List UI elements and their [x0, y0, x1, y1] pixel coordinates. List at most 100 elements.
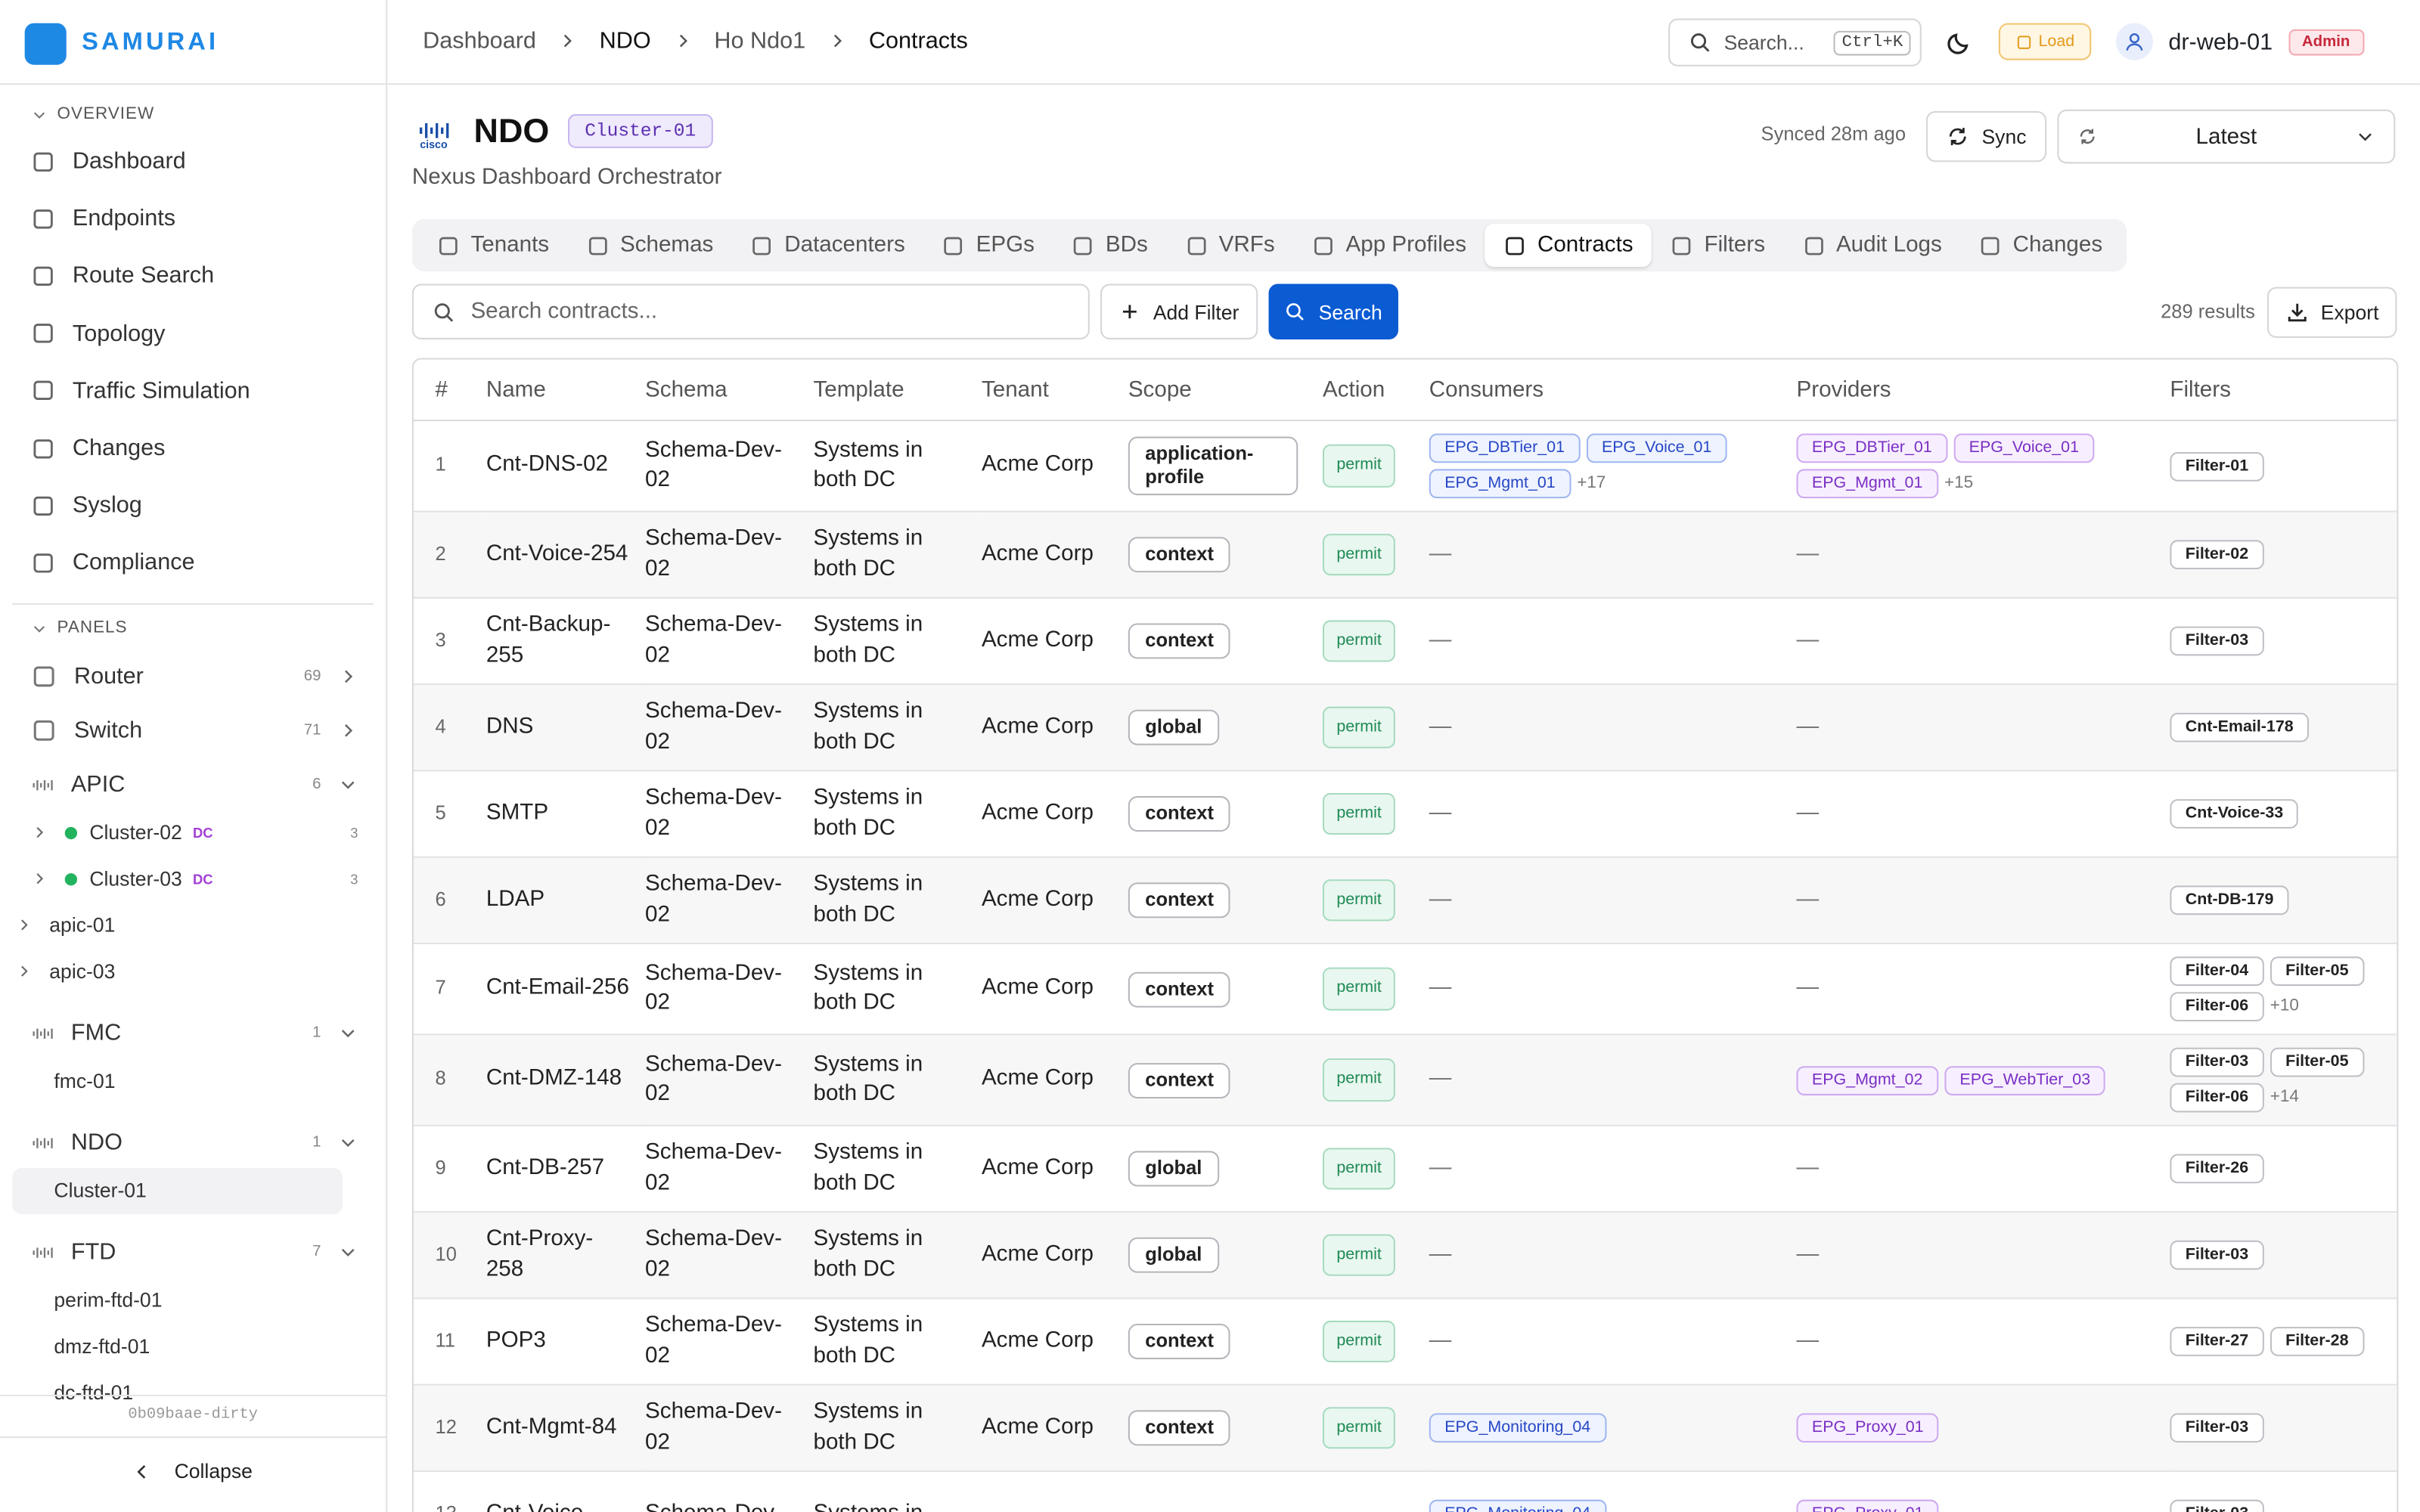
panel-item[interactable]: FTD 7: [31, 1223, 358, 1281]
filter-chip[interactable]: Filter-03: [2170, 1499, 2264, 1512]
filter-chip[interactable]: Filter-03: [2170, 626, 2264, 656]
table-row[interactable]: 9 Cnt-DB-257 Schema-Dev-02 Systems in both …: [413, 1125, 2397, 1213]
table-row[interactable]: 7 Cnt-Email-256 Schema-Dev-02 Systems in bo…: [413, 943, 2397, 1036]
provider-chip[interactable]: EPG_Mgmt_01: [1796, 469, 1938, 499]
breadcrumb-item[interactable]: NDO: [599, 27, 651, 54]
export-button[interactable]: Export: [2266, 287, 2397, 338]
global-search[interactable]: Search... Ctrl+K: [1668, 18, 1922, 67]
version-select[interactable]: Latest: [2057, 109, 2396, 164]
panel-child[interactable]: Cluster-03 DC 3: [31, 857, 358, 902]
consumer-chip[interactable]: EPG_Mgmt_01: [1429, 469, 1571, 499]
table-row[interactable]: 13 Cnt-Voice- Schema-Dev- Systems in EPG_Mon…: [413, 1470, 2397, 1512]
panel-item[interactable]: APIC 6: [31, 756, 358, 813]
search-button[interactable]: Search: [1268, 284, 1398, 339]
tab[interactable]: VRFs: [1166, 224, 1293, 267]
tab[interactable]: App Profiles: [1293, 224, 1485, 267]
tab[interactable]: Filters: [1652, 224, 1783, 267]
user-menu[interactable]: dr-web-01 Admin: [2115, 23, 2364, 60]
filter-chip[interactable]: Cnt-Email-178: [2170, 712, 2310, 742]
table-row[interactable]: 10 Cnt-Proxy-258 Schema-Dev-02 Systems in b…: [413, 1212, 2397, 1300]
provider-chip[interactable]: EPG_Mgmt_02: [1796, 1065, 1938, 1095]
filter-chip[interactable]: Cnt-DB-179: [2170, 885, 2289, 916]
filter-chip[interactable]: Cnt-Voice-33: [2170, 799, 2299, 829]
nav-item[interactable]: Dashboard: [31, 133, 186, 191]
filter-chip[interactable]: Filter-03: [2170, 1240, 2264, 1270]
panel-child[interactable]: perim-ftd-01: [12, 1278, 343, 1323]
table-row[interactable]: 6 LDAP Schema-Dev-02 Systems in both DC Acme…: [413, 857, 2397, 944]
filter-chip[interactable]: Filter-06: [2170, 992, 2264, 1022]
consumer-chip[interactable]: EPG_DBTier_01: [1429, 433, 1581, 463]
cell-template: Systems in both DC: [813, 1212, 982, 1300]
filter-chip[interactable]: Filter-03: [2170, 1047, 2264, 1077]
tab[interactable]: Audit Logs: [1784, 224, 1961, 267]
panel-child[interactable]: apic-03: [15, 949, 358, 994]
tab[interactable]: Tenants: [418, 224, 568, 267]
tab[interactable]: Contracts: [1485, 223, 1652, 268]
add-filter[interactable]: Add Filter: [1100, 284, 1258, 339]
tab[interactable]: BDs: [1053, 224, 1166, 267]
icon: [33, 720, 54, 741]
filter-chip[interactable]: Filter-27: [2170, 1327, 2264, 1356]
filter-chip[interactable]: Filter-28: [2270, 1327, 2364, 1356]
panel-child[interactable]: Cluster-02 DC 3: [31, 810, 358, 855]
load-button[interactable]: Load: [1998, 23, 2092, 60]
consumer-chip[interactable]: EPG_Monitoring_04: [1429, 1413, 1606, 1443]
filter-chip[interactable]: Filter-03: [2170, 1413, 2264, 1443]
panel-child[interactable]: dmz-ftd-01: [12, 1324, 343, 1369]
nav-item[interactable]: Traffic Simulation: [31, 362, 250, 420]
collapse-button[interactable]: Collapse: [131, 1460, 253, 1483]
nav-item[interactable]: Endpoints: [31, 190, 175, 247]
template: Systems in both DC: [813, 1226, 923, 1281]
nav-item[interactable]: Topology: [31, 305, 165, 362]
search-placeholder: Search contracts...: [470, 299, 658, 324]
tab[interactable]: Schemas: [568, 224, 732, 267]
breadcrumb-item[interactable]: Ho Ndo1: [714, 27, 806, 54]
filter-chip[interactable]: Filter-02: [2170, 540, 2264, 570]
panel-item[interactable]: FMC 1: [31, 1005, 358, 1062]
nav-item[interactable]: Changes: [31, 420, 165, 477]
panel-child[interactable]: fmc-01: [12, 1058, 343, 1104]
table-row[interactable]: 11 POP3 Schema-Dev-02 Systems in both DC Acm…: [413, 1298, 2397, 1386]
provider-chip[interactable]: EPG_Proxy_01: [1796, 1499, 1940, 1512]
table-row[interactable]: 2 Cnt-Voice-254 Schema-Dev-02 Systems in bo…: [413, 511, 2397, 599]
contract-search[interactable]: Search contracts...: [411, 284, 1090, 339]
panel-item[interactable]: Switch 71: [31, 702, 358, 760]
provider-chip[interactable]: EPG_DBTier_01: [1796, 433, 1948, 463]
consumer-chip[interactable]: EPG_Voice_01: [1586, 433, 1727, 463]
name: Cnt-Email-256: [486, 975, 629, 1000]
panel-item[interactable]: Router 69: [31, 648, 358, 705]
panel-child[interactable]: apic-01: [15, 903, 358, 948]
nav-item[interactable]: Syslog: [31, 477, 142, 534]
cell-consumers: —: [1429, 511, 1797, 599]
table-row[interactable]: 1 Cnt-DNS-02 Schema-Dev-02 Systems in both …: [413, 420, 2397, 513]
provider-chip[interactable]: EPG_Proxy_01: [1796, 1413, 1940, 1443]
nav-item[interactable]: Route Search: [31, 247, 214, 305]
breadcrumb-item[interactable]: Dashboard: [423, 27, 536, 54]
tab[interactable]: Datacenters: [732, 224, 923, 267]
table-row[interactable]: 5 SMTP Schema-Dev-02 Systems in both DC Acme…: [413, 770, 2397, 858]
sync-button[interactable]: Sync: [1925, 110, 2047, 163]
provider-chip[interactable]: EPG_WebTier_03: [1944, 1065, 2106, 1095]
theme-toggle[interactable]: [1946, 29, 1972, 64]
tab[interactable]: Changes: [1960, 224, 2121, 267]
tab[interactable]: EPGs: [923, 224, 1053, 267]
filter-chip[interactable]: Filter-05: [2270, 956, 2364, 987]
cell-template: Systems in both DC: [813, 420, 982, 513]
consumer-chip[interactable]: EPG_Monitoring_04: [1429, 1499, 1606, 1512]
nav-item[interactable]: Compliance: [31, 534, 195, 592]
table-row[interactable]: 3 Cnt-Backup-255 Schema-Dev-02 Systems in b…: [413, 597, 2397, 686]
tab-label: EPGs: [976, 233, 1035, 258]
panel-child[interactable]: Cluster-01: [12, 1167, 343, 1214]
panel-child[interactable]: dc-ftd-01: [12, 1370, 343, 1415]
table-row[interactable]: 8 Cnt-DMZ-148 Schema-Dev-02 Systems in both…: [413, 1034, 2397, 1126]
filter-chip[interactable]: Filter-01: [2170, 451, 2264, 481]
table-row[interactable]: 12 Cnt-Mgmt-84 Schema-Dev-02 Systems in bot…: [413, 1384, 2397, 1472]
filter-chip[interactable]: Filter-06: [2170, 1083, 2264, 1113]
panel-item[interactable]: NDO 1: [31, 1114, 358, 1171]
table-row[interactable]: 4 DNS Schema-Dev-02 Systems in both DC Acme …: [413, 684, 2397, 772]
row-number: 1: [413, 420, 486, 513]
provider-chip[interactable]: EPG_Voice_01: [1953, 433, 2095, 463]
filter-chip[interactable]: Filter-26: [2170, 1154, 2264, 1184]
filter-chip[interactable]: Filter-04: [2170, 956, 2264, 987]
filter-chip[interactable]: Filter-05: [2270, 1047, 2364, 1077]
